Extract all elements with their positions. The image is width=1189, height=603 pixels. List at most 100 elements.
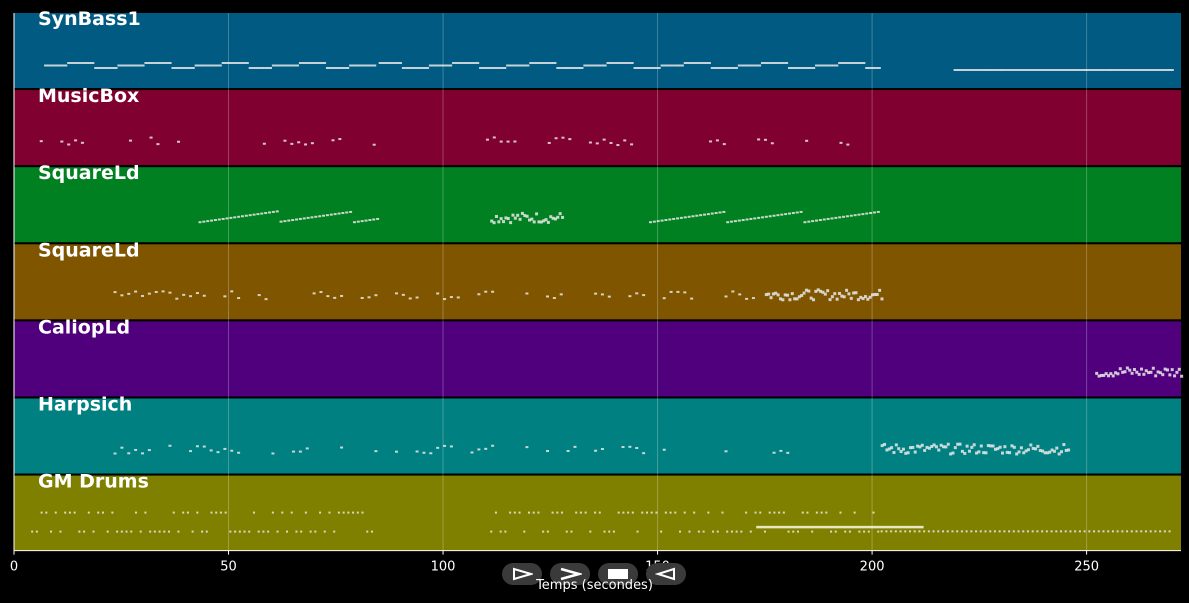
x-tick-label: 50 (220, 560, 237, 575)
note (645, 511, 648, 514)
note (144, 62, 149, 64)
note (517, 64, 522, 67)
note (490, 219, 494, 223)
note (1054, 69, 1059, 71)
note (1034, 447, 1038, 451)
note (417, 67, 422, 69)
note (656, 67, 661, 69)
note (329, 213, 333, 216)
note (548, 62, 553, 64)
note (471, 62, 476, 64)
note (60, 140, 64, 143)
note (271, 210, 275, 213)
note (243, 530, 246, 533)
note (105, 67, 110, 69)
note (101, 67, 106, 69)
note (326, 295, 330, 298)
note (513, 64, 518, 67)
note (716, 530, 719, 533)
note (863, 295, 867, 299)
note (267, 67, 272, 69)
note (1064, 448, 1068, 452)
note (525, 292, 529, 295)
play-outline-icon (511, 567, 533, 581)
note (1163, 367, 1167, 371)
note (300, 530, 303, 533)
note (432, 64, 437, 67)
note (664, 511, 667, 514)
note (370, 530, 373, 533)
next-button[interactable] (550, 563, 590, 585)
note (1093, 530, 1096, 533)
note (74, 139, 78, 142)
note (972, 69, 977, 71)
note (216, 451, 220, 454)
note (1158, 69, 1163, 71)
note (937, 530, 940, 533)
note (161, 290, 165, 293)
rewind-button[interactable] (646, 563, 686, 585)
note (309, 530, 312, 533)
note (812, 298, 816, 302)
track-band (14, 398, 1181, 474)
note (1048, 450, 1052, 454)
note (706, 213, 710, 216)
note (156, 143, 160, 146)
stop-button[interactable] (598, 563, 638, 585)
note (1026, 69, 1031, 71)
x-tick-label: 250 (1074, 560, 1099, 575)
note (292, 450, 296, 453)
note (779, 449, 783, 452)
note (837, 291, 841, 295)
play-button[interactable] (502, 563, 542, 585)
note (291, 64, 296, 67)
note (436, 64, 441, 67)
note (899, 450, 903, 454)
note (662, 448, 666, 451)
note (603, 530, 606, 533)
note (991, 444, 995, 448)
note (1038, 448, 1042, 452)
note (845, 215, 849, 218)
note (372, 143, 376, 146)
note (275, 64, 280, 67)
note (449, 445, 453, 448)
track-band (14, 244, 1181, 320)
note (872, 511, 875, 514)
note (298, 217, 302, 220)
note (1074, 530, 1077, 533)
note (479, 67, 484, 69)
note (516, 213, 520, 217)
note (360, 296, 364, 299)
note (1057, 69, 1062, 71)
note (856, 298, 860, 302)
note (942, 530, 945, 533)
note (740, 530, 743, 533)
note (360, 220, 364, 223)
note (710, 212, 714, 215)
note (31, 530, 34, 533)
note (318, 215, 322, 218)
note (778, 511, 781, 514)
note (149, 136, 153, 139)
track-label: CaliopLd (38, 316, 130, 338)
note (498, 67, 503, 69)
note (768, 62, 773, 64)
note (221, 217, 225, 220)
note (341, 212, 345, 215)
note (992, 69, 997, 71)
note (609, 141, 613, 144)
note (82, 62, 87, 64)
note (556, 215, 560, 219)
note (537, 62, 542, 64)
note (378, 62, 383, 64)
note (230, 290, 234, 293)
note (553, 217, 557, 221)
note (722, 143, 726, 146)
note (967, 449, 971, 453)
note (993, 530, 996, 533)
note (443, 444, 447, 447)
note (233, 62, 238, 64)
note (645, 67, 650, 69)
note (1050, 448, 1054, 452)
